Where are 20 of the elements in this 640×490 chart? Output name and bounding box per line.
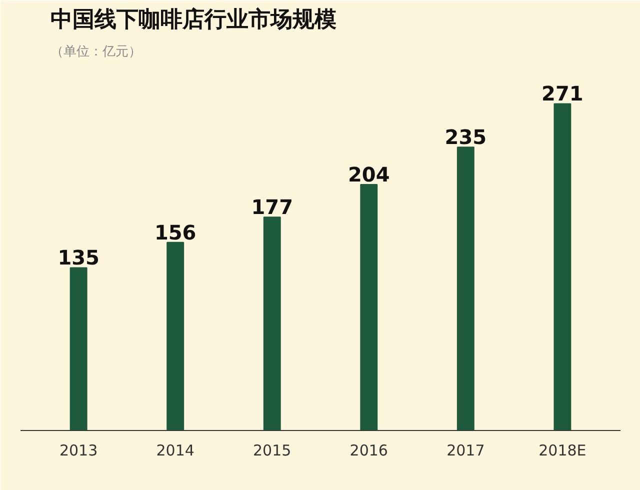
bar <box>166 242 184 430</box>
data-label: 177 <box>251 195 293 220</box>
bar <box>456 146 474 430</box>
bar <box>70 267 88 430</box>
bar <box>554 103 572 430</box>
data-label: 135 <box>58 246 100 270</box>
x-tick-label: 2015 <box>253 442 292 460</box>
x-tick-label: 2016 <box>350 442 388 460</box>
data-label: 204 <box>348 162 390 187</box>
data-label: 156 <box>154 220 196 244</box>
x-tick-label: 2017 <box>446 442 485 460</box>
bar <box>360 184 378 430</box>
chart-subtitle: （单位：亿元） <box>50 44 142 60</box>
bar <box>263 216 281 430</box>
data-label: 271 <box>542 82 584 106</box>
chart-title: 中国线下咖啡店行业市场规模 <box>50 6 336 32</box>
data-label: 235 <box>444 125 487 150</box>
x-tick-label: 2014 <box>156 442 194 460</box>
x-tick-label: 2013 <box>59 442 98 460</box>
x-tick-label: 2018E <box>538 442 586 460</box>
